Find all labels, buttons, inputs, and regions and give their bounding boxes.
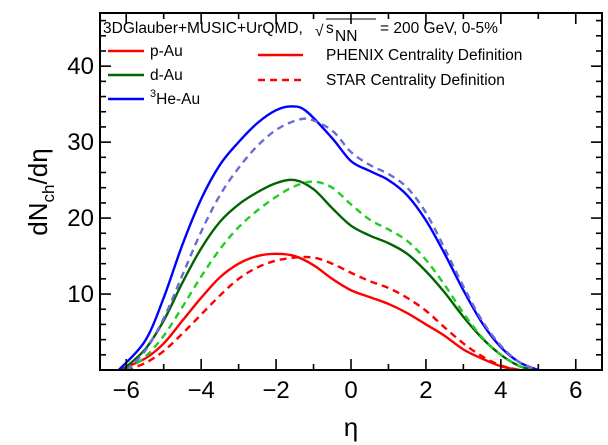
chart-header: 3DGlauber+MUSIC+UrQMD, √ s NN = 200 GeV,… xyxy=(103,18,498,45)
x-tick-label: −4 xyxy=(187,377,214,404)
series-d-au-solid xyxy=(121,178,535,370)
legend-label-d-au: d-Au xyxy=(150,67,183,84)
header-sqrt-symbol: √ xyxy=(315,23,324,40)
series-he-au-solid xyxy=(117,105,539,370)
series-p-au-dashed xyxy=(125,255,520,370)
header-s-letter: s xyxy=(326,20,334,37)
series-d-au-dashed xyxy=(125,180,535,370)
header-suffix: = 200 GeV, 0-5% xyxy=(380,20,498,37)
y-tick-label: 30 xyxy=(67,129,94,156)
plot-lines xyxy=(117,105,539,370)
y-axis-title-tail: /dη xyxy=(23,148,53,184)
legend-label-dashed: STAR Centrality Definition xyxy=(326,72,505,89)
x-tick-label: 4 xyxy=(494,377,507,404)
x-tick-label: −6 xyxy=(113,377,140,404)
tick-labels: −6 −4 −2 0 2 4 6 10 20 30 40 xyxy=(67,53,582,404)
legend-styles: PHENIX Centrality Definition STAR Central… xyxy=(258,47,522,89)
x-tick-label: 6 xyxy=(569,377,582,404)
x-tick-label: −2 xyxy=(262,377,289,404)
legend-label-solid: PHENIX Centrality Definition xyxy=(326,47,522,64)
legend-label-p-au: p-Au xyxy=(150,43,183,60)
y-axis-title-main: dN xyxy=(23,202,53,235)
x-axis-title: η xyxy=(344,412,358,442)
x-tick-label: 2 xyxy=(419,377,432,404)
y-tick-label: 20 xyxy=(67,205,94,232)
legend-systems: p-Au d-Au 3He-Au xyxy=(108,43,200,108)
y-tick-label: 40 xyxy=(67,53,94,80)
header-prefix: 3DGlauber+MUSIC+UrQMD, xyxy=(103,20,303,37)
y-axis-title-subscript: ch xyxy=(39,184,58,202)
header-s-subscript: NN xyxy=(335,28,357,45)
series-he-au-dashed xyxy=(125,117,539,370)
y-axis-title: dNch/dη xyxy=(23,148,58,235)
x-tick-label: 0 xyxy=(344,377,357,404)
legend: p-Au d-Au 3He-Au PHENIX Centrality Definit… xyxy=(108,43,522,108)
y-tick-label: 10 xyxy=(67,281,94,308)
legend-label-he-au: 3He-Au xyxy=(150,88,200,108)
series-p-au-solid xyxy=(118,252,520,370)
ticks xyxy=(100,13,602,370)
